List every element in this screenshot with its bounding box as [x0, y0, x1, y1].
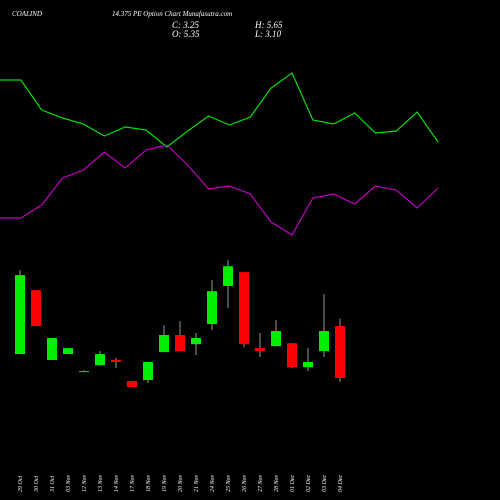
candle-body — [207, 291, 217, 325]
candle-body — [159, 335, 169, 353]
candle-body — [143, 361, 153, 381]
x-tick-label: 03 Dec — [322, 475, 328, 492]
x-tick-label: 03 Nov — [66, 474, 72, 492]
x-tick-label: 04 Dec — [337, 475, 344, 492]
candle-body — [15, 275, 25, 355]
low-label: L: 3.10 — [254, 29, 282, 39]
x-tick-label: 21 Nov — [194, 474, 200, 492]
x-tick-label: 30 Oct — [34, 476, 40, 493]
candle-body — [127, 381, 137, 387]
indicator-line — [0, 144, 439, 236]
candle-body — [319, 331, 329, 352]
x-tick-label: 18 Nov — [146, 474, 152, 492]
symbol: COALIND — [12, 10, 42, 18]
x-tick-label: 31 Oct — [50, 476, 56, 493]
x-tick-label: 14 Nov — [113, 474, 120, 492]
x-tick-label: 01 Dec — [290, 475, 296, 492]
x-tick-label: 24 Nov — [209, 474, 216, 492]
x-tick-label: 17 Nov — [130, 474, 136, 492]
chart-title: 14.375 PE Option Chart Munafasutra.com — [112, 10, 232, 18]
candle-body — [287, 343, 297, 368]
open-label: O: 5.35 — [172, 29, 200, 39]
candle-body — [223, 266, 233, 286]
x-tick-label: 13 Nov — [98, 474, 104, 492]
x-tick-label: 26 Nov — [242, 474, 248, 492]
candle-body — [255, 348, 265, 352]
candle-body — [31, 290, 41, 327]
x-tick-label: 29 Oct — [18, 476, 24, 492]
x-tick-label: 25 Nov — [226, 474, 232, 492]
candle-body — [79, 371, 89, 373]
high-label: H: 5.65 — [254, 20, 283, 30]
candle-body — [47, 337, 57, 361]
candle-body — [303, 361, 313, 368]
candle-body — [63, 348, 73, 355]
candle-body — [191, 337, 201, 345]
x-tick-label: 02 Dec — [306, 475, 312, 492]
candle-body — [335, 326, 345, 379]
candle-body — [175, 335, 185, 352]
close-label: C: 3.25 — [172, 20, 200, 30]
x-tick-label: 12 Nov — [82, 474, 88, 492]
candle-body — [95, 354, 105, 366]
indicator-line — [0, 72, 439, 148]
candle-body — [239, 272, 249, 345]
candle-body — [111, 360, 121, 362]
x-tick-label: 27 Nov — [258, 474, 264, 492]
x-tick-label: 28 Nov — [274, 474, 280, 492]
x-tick-label: 19 Nov — [162, 474, 168, 492]
x-tick-label: 20 Nov — [178, 474, 184, 492]
candle-body — [271, 331, 281, 347]
